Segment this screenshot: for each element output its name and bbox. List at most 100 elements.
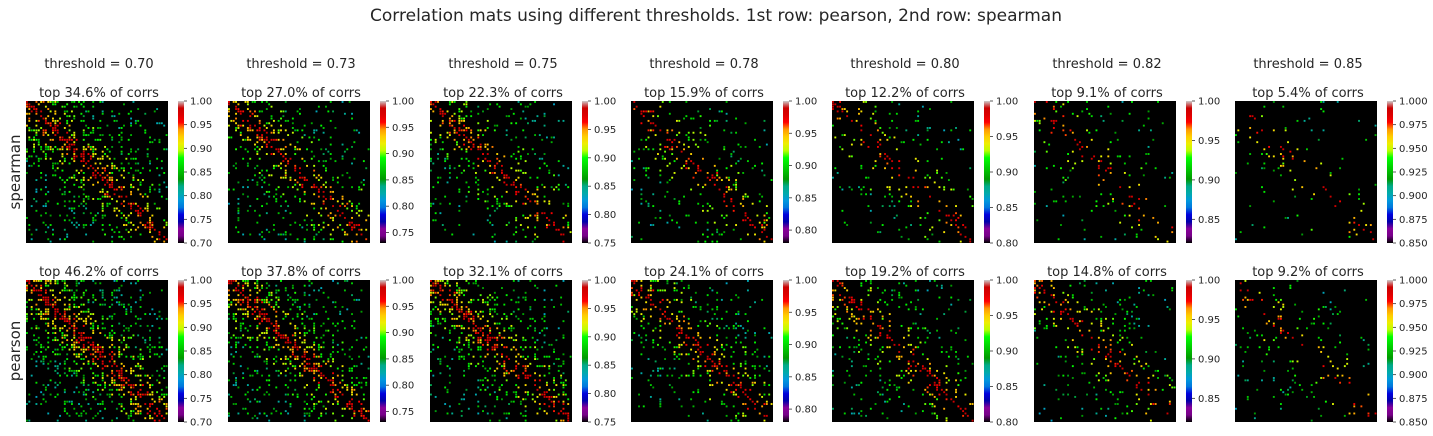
heatmap-cell bbox=[52, 150, 54, 153]
heatmap-cell bbox=[118, 388, 121, 391]
heatmap-cell bbox=[33, 138, 35, 141]
heatmap-cell bbox=[1138, 198, 1141, 200]
heatmap-cell bbox=[118, 339, 121, 342]
heatmap-cell bbox=[256, 282, 259, 285]
heatmap-cell bbox=[351, 240, 353, 243]
heatmap-cell bbox=[474, 181, 477, 184]
heatmap-cell bbox=[153, 313, 156, 316]
heatmap-cell bbox=[44, 282, 47, 285]
heatmap-cell bbox=[683, 117, 685, 120]
heatmap-cell bbox=[158, 346, 161, 349]
heatmap-cell bbox=[325, 148, 327, 151]
heatmap-cell bbox=[313, 183, 316, 186]
heatmap-cell bbox=[332, 391, 335, 394]
heatmap-cell bbox=[557, 174, 560, 177]
heatmap-cell bbox=[348, 367, 351, 370]
heatmap-cell bbox=[120, 127, 123, 129]
heatmap-cell bbox=[1320, 108, 1323, 110]
heatmap-cell bbox=[917, 160, 920, 163]
heatmap-cell bbox=[458, 291, 461, 294]
heatmap-cell bbox=[137, 355, 140, 358]
heatmap-cell bbox=[99, 282, 102, 285]
heatmap-cell bbox=[294, 291, 297, 294]
heatmap-cell bbox=[515, 240, 518, 243]
heatmap-cell bbox=[479, 339, 482, 342]
heatmap-cell bbox=[42, 313, 45, 316]
heatmap-cell bbox=[541, 183, 544, 186]
heatmap-cell bbox=[52, 306, 54, 308]
heatmap-cell bbox=[470, 362, 473, 365]
heatmap-cell bbox=[1249, 153, 1252, 155]
heatmap-cell bbox=[296, 148, 299, 151]
heatmap-cell bbox=[303, 355, 306, 358]
heatmap-cell bbox=[299, 224, 301, 226]
heatmap-cell bbox=[70, 346, 73, 349]
heatmap-cell bbox=[555, 358, 558, 360]
heatmap-cell bbox=[498, 322, 501, 325]
heatmap-cell bbox=[1358, 119, 1360, 122]
heatmap-cell bbox=[470, 310, 473, 313]
heatmap-cell bbox=[63, 334, 66, 337]
heatmap-cell bbox=[284, 313, 287, 316]
heatmap-cell bbox=[543, 153, 546, 155]
heatmap-cell bbox=[61, 155, 64, 158]
heatmap-cell bbox=[52, 101, 54, 103]
heatmap-cell bbox=[80, 303, 83, 306]
heatmap-cell bbox=[317, 374, 320, 377]
heatmap-cell bbox=[249, 400, 252, 403]
heatmap-cell bbox=[534, 353, 537, 356]
heatmap-cell bbox=[52, 289, 54, 292]
heatmap-cell bbox=[130, 148, 133, 151]
heatmap-cell bbox=[685, 101, 688, 103]
heatmap-cell bbox=[320, 214, 323, 217]
heatmap-cell bbox=[261, 179, 264, 181]
heatmap-cell bbox=[709, 205, 711, 208]
heatmap-cell bbox=[898, 174, 901, 177]
heatmap-cell bbox=[139, 207, 142, 210]
heatmap-cell bbox=[308, 358, 311, 360]
heatmap-cell bbox=[336, 343, 339, 346]
heatmap-cell bbox=[543, 289, 546, 292]
heatmap-cell bbox=[158, 410, 161, 413]
heatmap-cell bbox=[362, 398, 365, 401]
heatmap-cell bbox=[99, 190, 102, 193]
heatmap-cell bbox=[256, 136, 259, 139]
heatmap-cell bbox=[258, 355, 261, 358]
heatmap-cell bbox=[744, 193, 747, 196]
heatmap-cell bbox=[467, 138, 470, 141]
heatmap-cell bbox=[659, 209, 662, 212]
heatmap-cell bbox=[360, 410, 363, 413]
heatmap-cell bbox=[284, 164, 287, 167]
heatmap-cell bbox=[42, 205, 45, 208]
heatmap-cell bbox=[1057, 238, 1060, 241]
heatmap-cell bbox=[432, 348, 435, 351]
heatmap-cell bbox=[320, 287, 323, 289]
heatmap-cell bbox=[754, 226, 756, 229]
heatmap-cell bbox=[230, 280, 233, 282]
heatmap-cell bbox=[291, 346, 294, 349]
heatmap-cell bbox=[329, 190, 332, 193]
heatmap-cell bbox=[287, 298, 290, 301]
heatmap-cell bbox=[836, 105, 839, 108]
heatmap-cell bbox=[40, 313, 43, 316]
heatmap-cell bbox=[522, 129, 525, 132]
heatmap-cell bbox=[503, 327, 506, 330]
heatmap-cell bbox=[567, 167, 570, 170]
heatmap-cell bbox=[246, 301, 249, 304]
heatmap-cell bbox=[534, 298, 537, 301]
heatmap-cell bbox=[652, 193, 655, 196]
heatmap-cell bbox=[153, 138, 156, 141]
heatmap-cell bbox=[543, 162, 546, 165]
heatmap-cell bbox=[113, 157, 116, 160]
heatmap-cell bbox=[37, 355, 40, 358]
heatmap-cell bbox=[120, 186, 123, 189]
heatmap-cell bbox=[496, 353, 499, 356]
heatmap-cell bbox=[477, 348, 480, 351]
heatmap-cell bbox=[482, 153, 484, 155]
heatmap-cell bbox=[158, 341, 161, 344]
heatmap-cell bbox=[453, 119, 456, 122]
heatmap-cell bbox=[543, 327, 546, 330]
heatmap-cell bbox=[144, 224, 147, 226]
heatmap-cell bbox=[924, 235, 927, 238]
